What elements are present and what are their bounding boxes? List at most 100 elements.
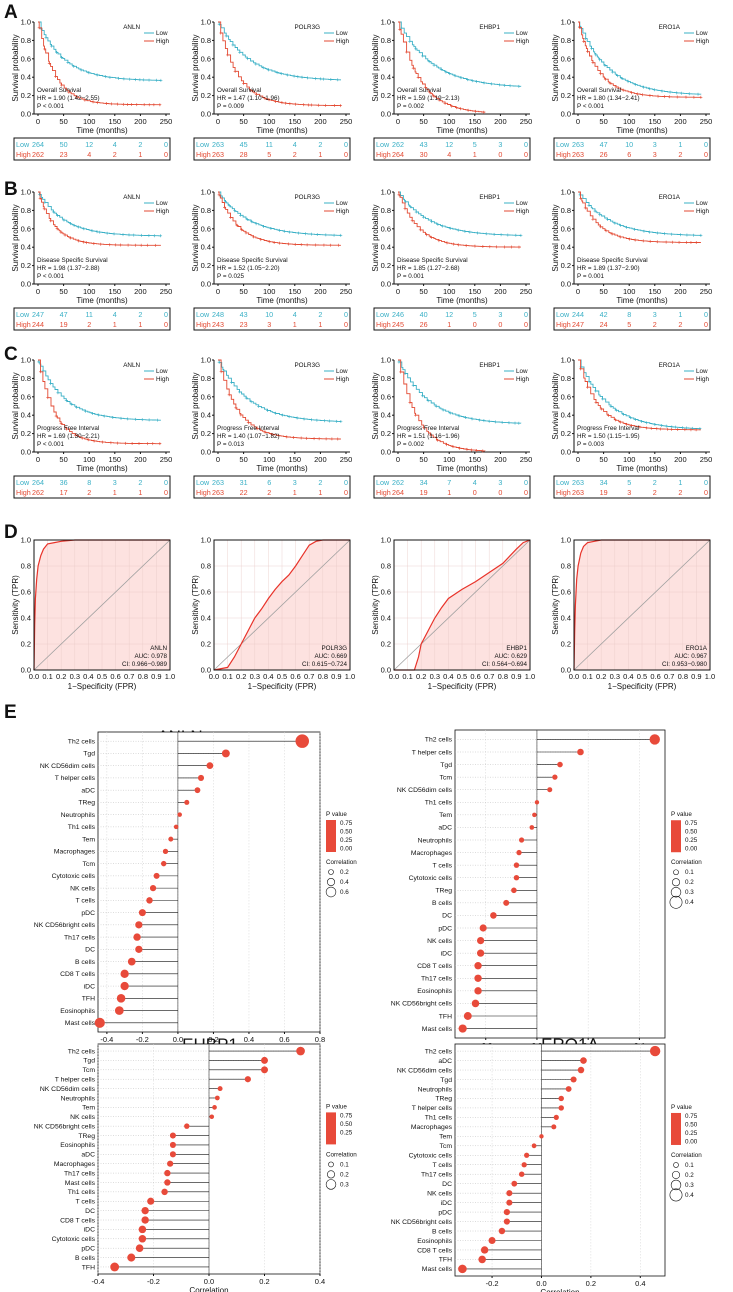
y-tick-label: 1.0 xyxy=(201,356,211,365)
censor-mark-low xyxy=(470,417,474,421)
censor-mark-low xyxy=(134,417,138,421)
censor-mark-low xyxy=(430,220,434,224)
cell-label: NK CD56bright cells xyxy=(391,1219,453,1226)
risk-low-count: 263 xyxy=(572,140,584,149)
risk-row-high-label: High xyxy=(556,488,571,497)
cell-label: aDC xyxy=(438,1058,452,1065)
risk-high-count: 22 xyxy=(240,488,248,497)
lollipop-dot xyxy=(506,1190,513,1197)
km-plot-c-ero1a: 0.00.20.40.60.81.00 50 100 150 200 250Surviva… xyxy=(551,356,712,499)
pvalue-legend-tick: 0.50 xyxy=(340,829,353,836)
risk-high-count: 19 xyxy=(420,488,428,497)
risk-high-count: 2 xyxy=(87,488,91,497)
risk-row-low-label: Low xyxy=(16,478,30,487)
censor-mark-high xyxy=(54,414,58,418)
censor-mark-low xyxy=(296,75,300,79)
lollipop-dot xyxy=(552,774,558,780)
y-tick-label: 0.8 xyxy=(561,36,571,45)
y-tick-label: 0.2 xyxy=(381,429,391,438)
risk-high-count: 263 xyxy=(572,488,584,497)
cell-label: B cells xyxy=(75,959,96,966)
censor-mark-high xyxy=(73,433,77,437)
lollipop-dot xyxy=(173,824,179,830)
censor-mark-low xyxy=(292,74,296,78)
y-tick-label: 0.6 xyxy=(201,224,211,233)
censor-mark-low xyxy=(653,422,657,426)
km-curve-high xyxy=(218,191,341,246)
censor-mark-high xyxy=(582,40,586,44)
corr-legend-label: 0.3 xyxy=(685,889,694,896)
lollipop-dot xyxy=(476,936,485,945)
x-tick-label: 50 xyxy=(59,455,67,464)
lollipop-dot xyxy=(169,1141,176,1148)
lollipop-dot xyxy=(531,1143,537,1149)
censor-mark-high xyxy=(219,31,223,35)
censor-mark-low xyxy=(334,419,338,423)
censor-mark-high xyxy=(75,95,79,99)
censor-mark-high xyxy=(457,243,461,247)
risk-high-count: 263 xyxy=(572,150,584,159)
y-tick-label: 0.2 xyxy=(561,261,571,270)
risk-low-count: 0 xyxy=(524,310,528,319)
panel-label-d: D xyxy=(4,522,18,543)
risk-high-count: 0 xyxy=(344,488,348,497)
x-tick-label: 0.6 xyxy=(110,672,120,681)
censor-mark-high xyxy=(227,393,231,397)
x-tick-label: -0.2 xyxy=(147,1277,160,1286)
censor-mark-high xyxy=(459,107,463,111)
corr-legend-circle xyxy=(326,1170,335,1179)
censor-mark-low xyxy=(670,232,674,236)
lollipop-dot xyxy=(474,962,482,970)
pvalue-legend-tick: 0.00 xyxy=(340,846,353,853)
censor-mark-high xyxy=(267,98,271,102)
censor-mark-low xyxy=(508,84,512,88)
legend-low-label: Low xyxy=(516,200,528,207)
censor-mark-high xyxy=(598,72,602,76)
lollipop-panels: ANLN-0.4-0.20.00.20.40.60.8CorrelationTh… xyxy=(34,727,702,1292)
cell-label: TReg xyxy=(435,888,452,895)
x-tick-label: 1.0 xyxy=(525,672,535,681)
y-tick-label: 0.0 xyxy=(21,448,31,457)
censor-mark-high xyxy=(91,100,95,104)
x-tick-label: 200 xyxy=(134,455,147,464)
risk-low-count: 2 xyxy=(653,478,657,487)
censor-mark-high xyxy=(85,241,89,245)
y-axis-title: Survival probability xyxy=(191,34,200,101)
risk-high-count: 0 xyxy=(704,488,708,497)
censor-mark-low xyxy=(421,215,425,219)
x-axis-title: Time (months) xyxy=(616,296,668,305)
lollipop-dot xyxy=(490,912,497,919)
cell-label: Tgd xyxy=(83,751,95,758)
x-axis-title: Time (months) xyxy=(616,464,668,473)
censor-mark-low xyxy=(66,61,70,65)
lollipop-dot xyxy=(153,872,160,879)
censor-mark-low xyxy=(265,408,269,412)
x-axis-title: Time (months) xyxy=(436,464,488,473)
censor-mark-low xyxy=(660,89,664,93)
km-plot-a-polr3g: 0.00.20.40.60.81.00 50 100 150 200 250Surviva… xyxy=(191,18,352,161)
risk-high-count: 1 xyxy=(138,320,142,329)
censor-mark-high xyxy=(495,245,499,249)
x-tick-label: 100 xyxy=(623,287,636,296)
y-tick-label: 0.8 xyxy=(561,206,571,215)
y-tick-label: 1.0 xyxy=(21,356,31,365)
pvalue-legend-tick: 0.25 xyxy=(340,837,353,844)
legend-gene: ANLN xyxy=(123,362,140,369)
risk-high-count: 4 xyxy=(447,150,451,159)
x-tick-label: 0.7 xyxy=(124,672,134,681)
censor-mark-low xyxy=(500,420,504,424)
y-tick-label: 0.2 xyxy=(21,261,31,270)
x-tick-label: 1.0 xyxy=(345,672,355,681)
cell-label: Th17 cells xyxy=(64,1170,96,1177)
y-tick-label: 0.2 xyxy=(381,261,391,270)
x-tick-label: 0.1 xyxy=(582,672,592,681)
diagonal-reference xyxy=(213,539,351,671)
censor-mark-low xyxy=(322,419,326,423)
lollipop-dot xyxy=(479,924,487,932)
censor-mark-high xyxy=(142,103,146,107)
censor-mark-high xyxy=(429,235,433,239)
censor-mark-high xyxy=(428,91,432,95)
endpoint-label: Progress Free Interval xyxy=(217,425,279,432)
risk-high-count: 1 xyxy=(318,320,322,329)
pvalue-legend-tick: 0.25 xyxy=(340,1129,353,1136)
